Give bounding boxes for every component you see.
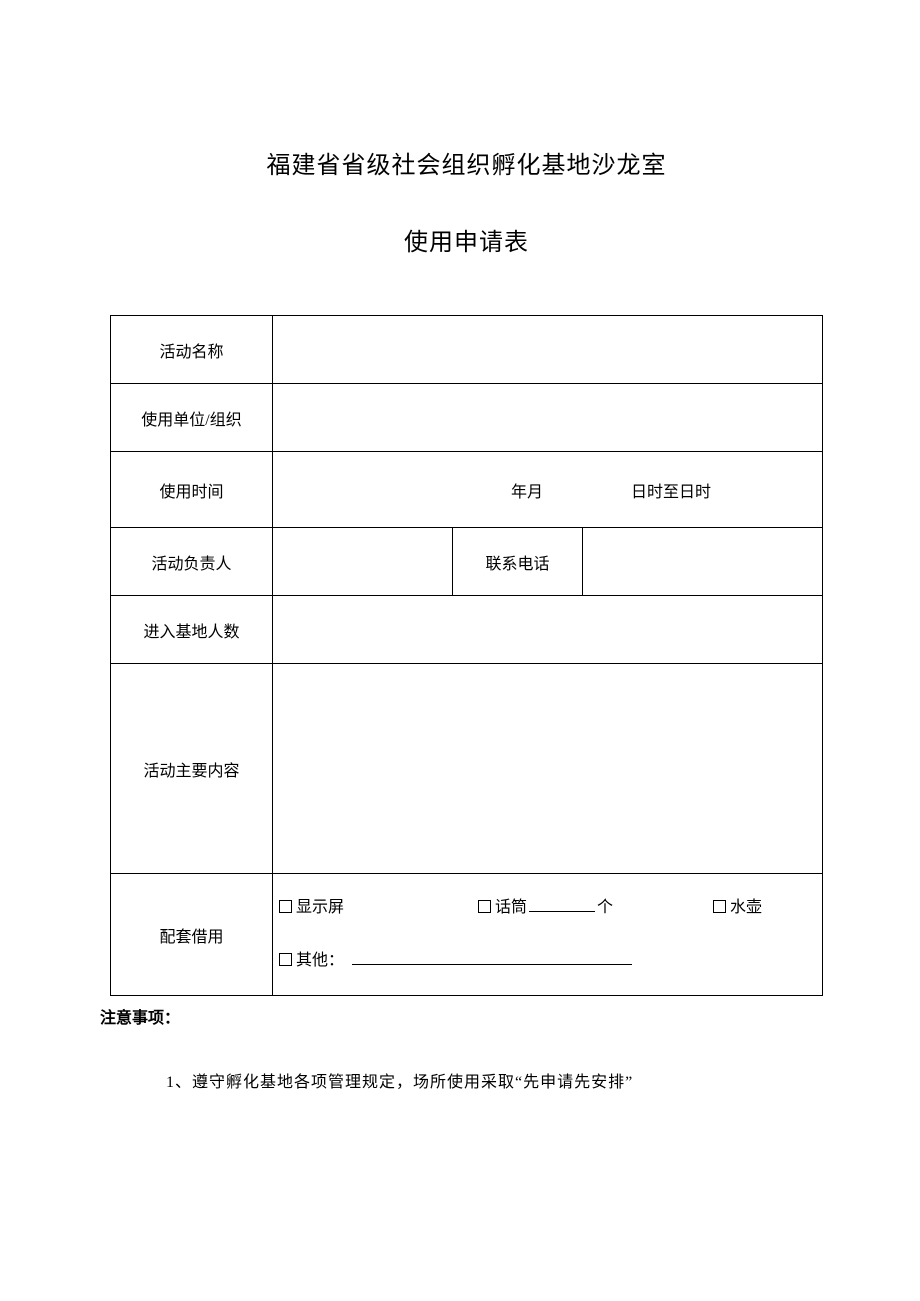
label-usage-time: 使用时间 [111, 452, 273, 528]
text-year-month: 年月 [511, 478, 543, 502]
notes-item-1: 1、遵守孵化基地各项管理规定，场所使用采取“先申请先安排” [166, 1068, 823, 1092]
label-display: 显示屏 [296, 889, 344, 927]
row-responsible-person: 活动负责人 联系电话 [111, 528, 823, 596]
field-equipment-borrow: 显示屏 话筒 个 水壶 [273, 874, 823, 996]
row-organization: 使用单位/组织 [111, 384, 823, 452]
label-microphone-unit: 个 [597, 889, 613, 927]
equipment-display[interactable]: 显示屏 [279, 889, 344, 927]
label-activity-name: 活动名称 [111, 316, 273, 384]
field-contact-phone[interactable] [583, 528, 823, 596]
field-activity-name[interactable] [273, 316, 823, 384]
label-contact-phone: 联系电话 [453, 528, 583, 596]
notes-heading: 注意事项： [100, 1004, 823, 1028]
checkbox-other-icon[interactable] [279, 953, 292, 966]
field-organization[interactable] [273, 384, 823, 452]
document-title-line1: 福建省省级社会组织孵化基地沙龙室 [110, 145, 823, 180]
row-activity-content: 活动主要内容 [111, 664, 823, 874]
row-equipment-borrow: 配套借用 显示屏 话筒 个 [111, 874, 823, 996]
field-attendee-count[interactable] [273, 596, 823, 664]
checkbox-display-icon[interactable] [279, 900, 292, 913]
equipment-kettle[interactable]: 水壶 [713, 889, 762, 927]
field-usage-time[interactable]: 年月 日时至日时 [273, 452, 823, 528]
label-attendee-count: 进入基地人数 [111, 596, 273, 664]
equipment-microphone[interactable]: 话筒 个 [478, 889, 613, 927]
label-equipment-borrow: 配套借用 [111, 874, 273, 996]
field-other-text[interactable] [352, 949, 632, 965]
label-activity-content: 活动主要内容 [111, 664, 273, 874]
equipment-other[interactable]: 其他： [279, 942, 632, 980]
checkbox-microphone-icon[interactable] [478, 900, 491, 913]
row-attendee-count: 进入基地人数 [111, 596, 823, 664]
label-responsible-person: 活动负责人 [111, 528, 273, 596]
field-activity-content[interactable] [273, 664, 823, 874]
application-form-table: 活动名称 使用单位/组织 使用时间 年月 日时至日时 活动负责人 联系电话 进入… [110, 315, 823, 996]
document-title-line2: 使用申请表 [110, 222, 823, 257]
text-day-time-range: 日时至日时 [631, 478, 711, 502]
field-responsible-person[interactable] [273, 528, 453, 596]
checkbox-kettle-icon[interactable] [713, 900, 726, 913]
label-organization: 使用单位/组织 [111, 384, 273, 452]
label-kettle: 水壶 [730, 889, 762, 927]
document-page: 福建省省级社会组织孵化基地沙龙室 使用申请表 活动名称 使用单位/组织 使用时间… [0, 0, 920, 1092]
row-usage-time: 使用时间 年月 日时至日时 [111, 452, 823, 528]
label-microphone: 话筒 [495, 889, 527, 927]
row-activity-name: 活动名称 [111, 316, 823, 384]
label-other: 其他： [296, 942, 344, 980]
field-microphone-count[interactable] [529, 896, 595, 912]
